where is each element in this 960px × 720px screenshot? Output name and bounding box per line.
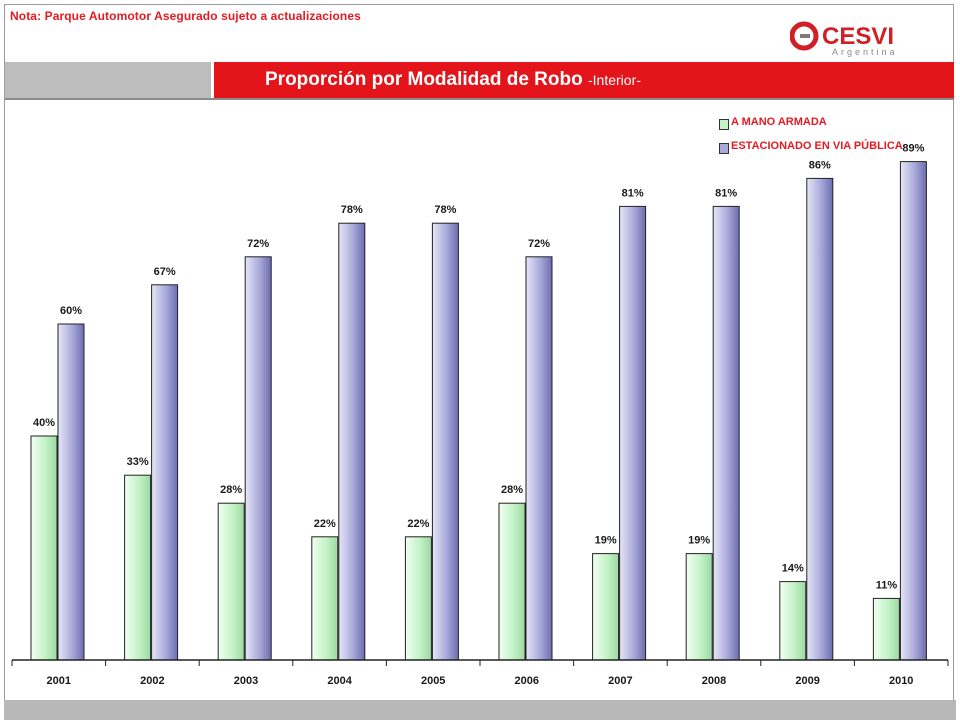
data-label: 40%: [33, 417, 55, 429]
data-label: 72%: [528, 238, 550, 250]
legend-label: ESTACIONADO EN VIA PÚBLICA: [731, 140, 903, 152]
bar-estacionado: [431, 222, 459, 661]
data-label: 28%: [220, 484, 242, 496]
page-title: Proporción por Modalidad de Robo -Interi…: [265, 69, 641, 91]
x-tick-label: 2005: [421, 675, 445, 687]
title-band-red: [214, 62, 954, 98]
bar-mano-armada: [498, 502, 526, 661]
data-label: 81%: [622, 187, 644, 199]
bar-estacionado: [619, 205, 647, 661]
bottom-bar: [4, 700, 956, 720]
bar-mano-armada: [592, 553, 620, 661]
data-label: 28%: [501, 484, 523, 496]
data-label: 19%: [595, 535, 617, 547]
data-label: 86%: [809, 159, 831, 171]
data-label: 14%: [782, 563, 804, 575]
title-band-gray: [5, 62, 211, 98]
title-band-line: [5, 98, 954, 100]
legend-swatch-green: [719, 119, 729, 130]
bar-mano-armada: [779, 581, 807, 661]
bar-mano-armada: [685, 553, 713, 661]
bar-estacionado: [57, 323, 85, 661]
logo-text: CESVI: [822, 23, 894, 50]
bar-mano-armada: [311, 536, 339, 661]
x-tick-label: 2002: [140, 675, 164, 687]
data-label: 11%: [876, 579, 898, 591]
x-tick-label: 2010: [889, 675, 913, 687]
bar-mano-armada: [872, 597, 900, 661]
data-label: 19%: [688, 535, 710, 547]
legend-swatch-purple: [719, 143, 729, 154]
data-label: 33%: [127, 456, 149, 468]
logo-subtext: Argentina: [832, 47, 898, 57]
x-tick-label: 2009: [795, 675, 819, 687]
bar-estacionado: [151, 284, 179, 661]
bar-estacionado: [338, 222, 366, 661]
data-label: 22%: [407, 518, 429, 530]
bar-estacionado: [806, 177, 834, 661]
x-tick-label: 2006: [515, 675, 539, 687]
data-label: 60%: [60, 305, 82, 317]
x-tick-label: 2007: [608, 675, 632, 687]
slide-frame: [4, 4, 954, 714]
x-tick-label: 2003: [234, 675, 258, 687]
data-label: 81%: [715, 187, 737, 199]
data-label: 78%: [341, 204, 363, 216]
data-label: 22%: [314, 518, 336, 530]
data-label: 78%: [434, 204, 456, 216]
bar-mano-armada: [124, 474, 152, 661]
cesvi-logo: CESVI Argentina: [790, 21, 898, 57]
title-main: Proporción por Modalidad de Robo: [265, 69, 583, 90]
bar-mano-armada: [404, 536, 432, 661]
legend-label: A MANO ARMADA: [731, 116, 827, 128]
title-sub: -Interior-: [588, 72, 641, 88]
x-tick-label: 2004: [327, 675, 352, 687]
x-tick-label: 2001: [47, 675, 71, 687]
bar-mano-armada: [30, 435, 58, 661]
bar-estacionado: [712, 205, 740, 661]
bar-estacionado: [244, 256, 272, 661]
bar-estacionado: [525, 256, 553, 661]
data-label: 72%: [247, 238, 269, 250]
data-label: 67%: [154, 266, 176, 278]
note-text: Nota: Parque Automotor Asegurado sujeto …: [10, 9, 361, 23]
data-label: 89%: [902, 143, 924, 155]
bar-estacionado: [899, 161, 927, 661]
bar-mano-armada: [217, 502, 245, 661]
x-tick-label: 2008: [702, 675, 726, 687]
logo-ring-icon: [790, 21, 819, 51]
